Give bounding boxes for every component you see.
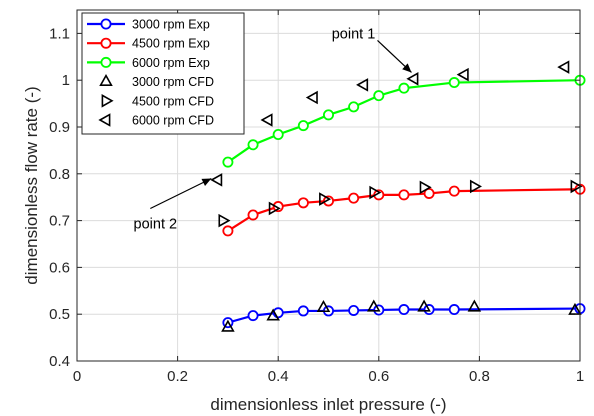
data-point	[348, 304, 360, 316]
annotation-point-1-label: point 1	[332, 26, 376, 42]
data-point	[568, 302, 582, 315]
y-tick-label: 0.8	[49, 166, 70, 183]
annotations: point 1 point 2	[134, 26, 412, 232]
data-point	[367, 299, 381, 312]
data-point	[247, 139, 259, 151]
legend-label: 4500 rpm CFD	[132, 94, 214, 108]
legend-label: 3000 rpm CFD	[132, 75, 214, 89]
legend-box	[81, 12, 245, 135]
data-point	[222, 225, 234, 237]
plot-frame	[76, 9, 581, 362]
legend-item: 4500 rpm CFD	[101, 94, 214, 108]
data-point	[268, 201, 281, 216]
y-tick-label: 0.4	[49, 353, 70, 370]
data-point	[316, 300, 331, 313]
data-point	[210, 173, 223, 187]
data-point	[222, 156, 234, 168]
annotation-arrowhead	[201, 178, 212, 187]
legend-marker	[99, 73, 113, 86]
data-point	[448, 185, 460, 197]
annotation-point-2-arrow	[150, 177, 212, 210]
data-point	[319, 192, 332, 206]
data-point	[218, 213, 231, 228]
data-point	[398, 82, 410, 94]
y-tick-label: 0.9	[49, 119, 70, 136]
data-point	[456, 67, 469, 82]
x-tick-label: 0	[73, 368, 81, 385]
data-point	[348, 101, 360, 113]
data-point	[398, 189, 410, 201]
y-axis-title: dimensionless flow rate (-)	[22, 86, 41, 284]
x-axis-title: dimensionless inlet pressure (-)	[210, 395, 446, 414]
data-point	[260, 113, 273, 127]
data-point	[398, 304, 410, 316]
legend-item: 3000 rpm CFD	[99, 73, 214, 89]
legend-label: 3000 rpm Exp	[132, 18, 210, 32]
annotation-point-1-arrow	[377, 40, 412, 73]
data-point	[297, 197, 309, 209]
x-tick-label: 0.4	[268, 368, 289, 385]
data-point	[322, 109, 334, 121]
data-point	[406, 72, 419, 86]
series-4500-rpm-cfd	[218, 179, 583, 228]
data-point	[272, 128, 284, 140]
legend-item: 6000 rpm Exp	[87, 56, 210, 70]
data-point	[448, 304, 460, 316]
legend: 3000 rpm Exp 4500 rpm Exp 6000 rpm Exp 3000…	[81, 12, 245, 135]
axis-ticks: 0 0.2 0.4 0.6 0.8 1 0.4 0.5 0.6 0.7 0.8 0.9 1 1.1	[49, 10, 584, 385]
series-layer	[210, 60, 586, 332]
data-point	[570, 179, 583, 194]
legend-item: 4500 rpm Exp	[87, 37, 210, 51]
data-point	[305, 90, 318, 105]
data-point	[272, 201, 284, 213]
series-6000-rpm-cfd	[210, 60, 570, 187]
legend-marker	[98, 113, 111, 127]
data-point	[297, 120, 309, 132]
data-point	[417, 299, 431, 312]
legend-marker	[100, 56, 112, 68]
legend-label: 6000 rpm CFD	[132, 114, 214, 128]
legend-item: 3000 rpm Exp	[87, 18, 210, 32]
legend-label: 4500 rpm Exp	[132, 37, 210, 51]
legend-item: 6000 rpm CFD	[98, 113, 214, 128]
annotation-point-2-label: point 2	[134, 216, 178, 232]
y-tick-label: 0.7	[49, 213, 70, 230]
x-tick-label: 0.8	[469, 368, 490, 385]
data-point	[373, 90, 385, 102]
data-point	[423, 187, 435, 199]
data-point	[419, 180, 432, 195]
data-point	[369, 185, 382, 200]
data-point	[221, 319, 235, 332]
y-tick-label: 0.5	[49, 306, 70, 323]
series-3000-rpm-exp	[222, 303, 586, 329]
data-point	[322, 195, 334, 207]
x-tick-label: 1	[576, 368, 584, 385]
data-point	[247, 310, 259, 322]
legend-marker	[100, 18, 112, 30]
y-tick-label: 1.1	[49, 25, 70, 42]
y-tick-label: 0.6	[49, 259, 70, 276]
data-point	[348, 192, 360, 204]
data-point	[297, 305, 309, 317]
legend-label: 6000 rpm Exp	[132, 56, 210, 70]
data-point	[247, 209, 259, 221]
y-tick-label: 1	[62, 72, 70, 89]
legend-marker	[100, 37, 112, 49]
data-point	[356, 78, 369, 92]
legend-marker	[101, 94, 114, 108]
data-point	[448, 77, 460, 89]
series-6000-rpm-exp	[222, 74, 586, 168]
data-point	[467, 299, 482, 312]
data-point	[266, 308, 280, 321]
data-point	[557, 60, 570, 74]
x-tick-label: 0.6	[368, 368, 389, 385]
x-tick-label: 0.2	[167, 368, 188, 385]
annotation-arrow-line	[150, 177, 212, 210]
series-3000-rpm-cfd	[221, 299, 582, 332]
series-line	[227, 79, 581, 164]
data-point	[469, 179, 483, 194]
annotation-arrowhead	[402, 63, 412, 73]
